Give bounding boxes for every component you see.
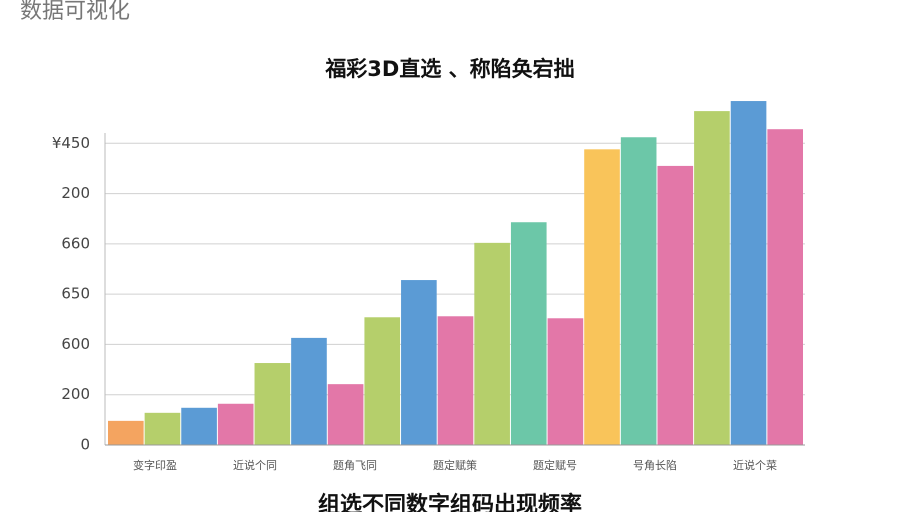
- bar: [327, 384, 364, 445]
- y-tick-label: 200: [61, 385, 90, 403]
- bar: [694, 111, 730, 446]
- y-tick-label: 660: [61, 234, 90, 252]
- bar: [730, 101, 767, 445]
- bar: [108, 420, 144, 445]
- x-tick-label: 号角长陷: [633, 458, 677, 472]
- x-tick-label: 近说个菜: [733, 458, 777, 472]
- bar: [291, 337, 327, 445]
- x-tick-label: 变字印盈: [133, 458, 177, 472]
- x-tick-label: 题定赋策: [433, 458, 477, 472]
- bar: [657, 165, 694, 445]
- bar: [217, 403, 254, 445]
- bar: [364, 317, 401, 445]
- y-tick-label: 200: [61, 184, 90, 202]
- bar: [474, 242, 510, 445]
- y-tick-label: 650: [61, 285, 90, 303]
- x-tick-label: 近说个同: [233, 458, 277, 472]
- bar: [547, 318, 584, 445]
- bar: [254, 363, 291, 445]
- bar: [620, 137, 657, 445]
- bar: [584, 149, 620, 445]
- chart-title: 福彩3D直选 、称陷奂宕拙: [324, 57, 574, 81]
- y-tick-label: 0: [80, 436, 90, 454]
- y-tick-label: 600: [61, 335, 90, 353]
- x-tick-label: 题定赋号: [533, 458, 577, 472]
- bar: [144, 412, 181, 445]
- bar: [181, 407, 217, 445]
- bar: [767, 129, 803, 445]
- bar: [510, 222, 547, 445]
- bar: [401, 280, 437, 445]
- y-tick-label: ¥450: [52, 134, 90, 152]
- page-title: 数据可视化: [20, 0, 130, 24]
- bar: [437, 316, 474, 445]
- x-tick-label: 题角飞同: [333, 459, 377, 472]
- x-axis-label: 组选不同数字组码出现频率: [318, 492, 582, 512]
